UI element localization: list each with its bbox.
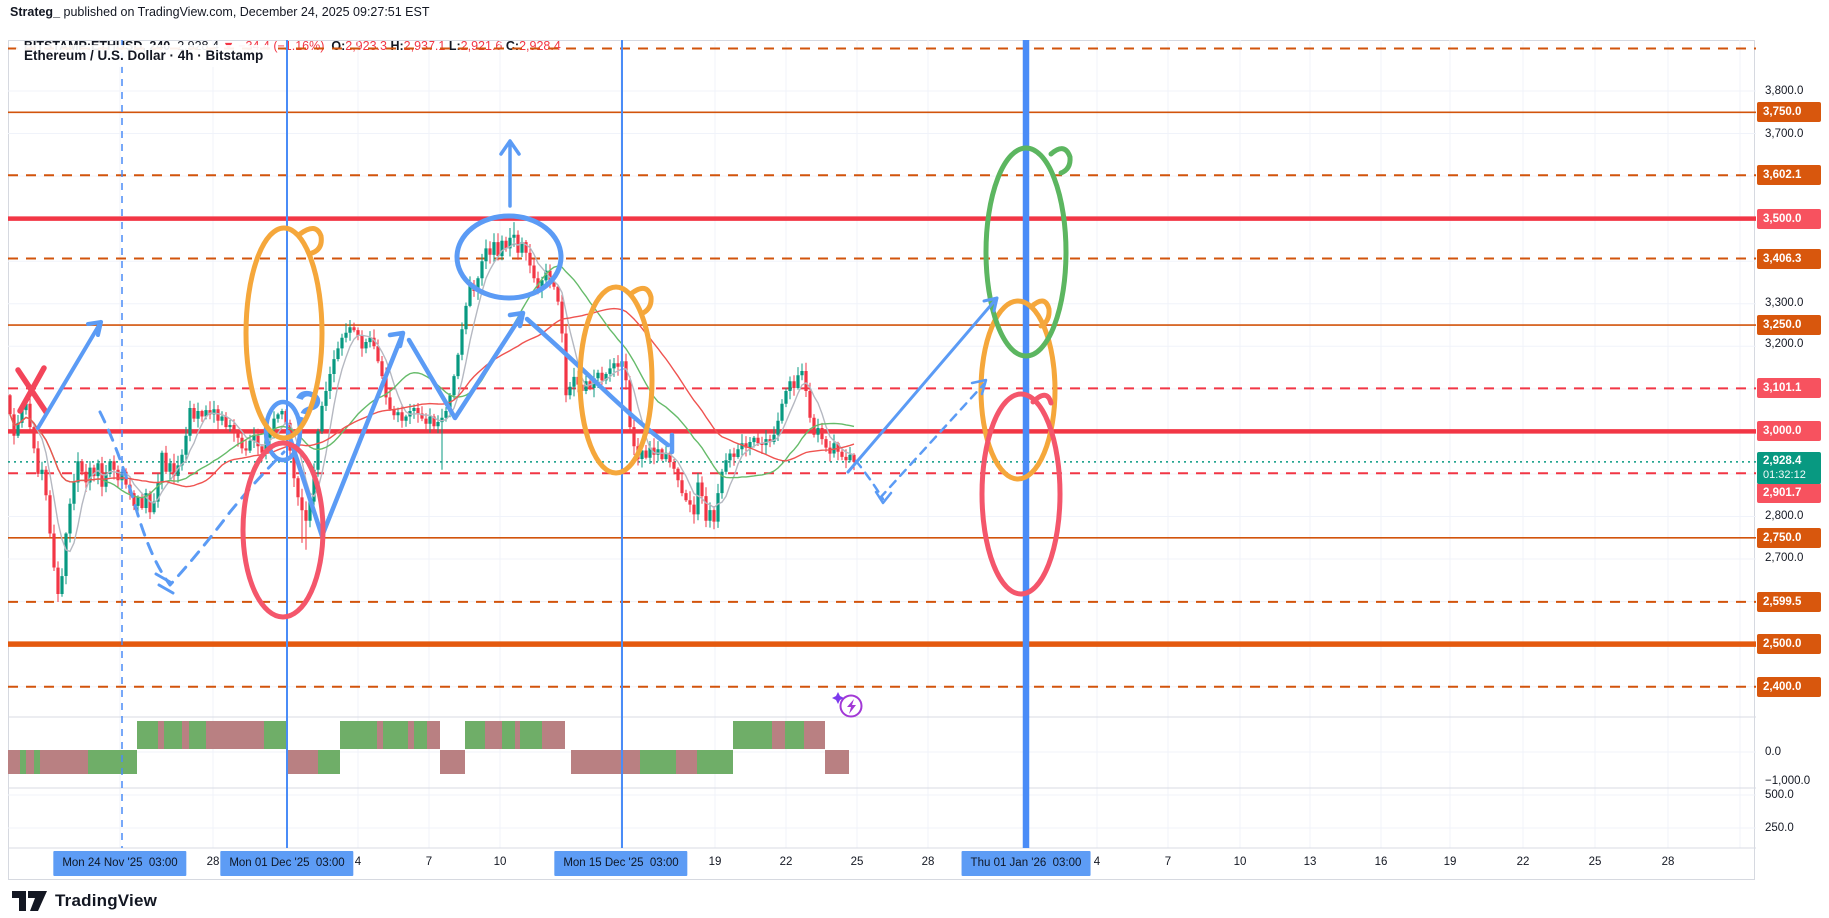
price-level-badge: 2,750.0 (1757, 527, 1821, 548)
price-level-badge: 2,400.0 (1757, 676, 1821, 697)
time-tick-label: 28 (1661, 856, 1675, 868)
hook-green[interactable] (1048, 146, 1073, 176)
low-value: 2,921.6 (460, 39, 503, 53)
price-level-badge: 3,750.0 (1757, 102, 1821, 123)
time-tick-label: 13 (1303, 856, 1317, 868)
ellipse-red-left[interactable] (240, 440, 326, 620)
price-label: 2,700.0 (1765, 552, 1804, 564)
time-tick-label: 28 (921, 856, 935, 868)
vertical-line-date-badge[interactable]: Mon 01 Dec '25 03:00 (220, 851, 354, 876)
price-label: 3,700.0 (1765, 128, 1804, 140)
price-level-badge: 3,101.1 (1757, 378, 1821, 399)
time-tick-label: 7 (1164, 856, 1172, 868)
bar-countdown: 01:32:12 (1763, 468, 1806, 481)
price-level-badge: 3,500.0 (1757, 208, 1821, 229)
ellipse-red-right[interactable] (979, 391, 1063, 597)
time-tick-label: 4 (1093, 856, 1101, 868)
price-level-badge: 3,602.1 (1757, 165, 1821, 186)
time-tick-label: 22 (779, 856, 793, 868)
chart-plot-area[interactable] (8, 40, 1755, 880)
ellipse-green[interactable] (983, 145, 1069, 359)
price-level-badge: 3,406.3 (1757, 248, 1821, 269)
indicator-bands-layer (8, 721, 849, 774)
time-tick-label: 7 (425, 856, 433, 868)
close-value: 2,928.4 (519, 39, 561, 53)
time-tick-label: 16 (1374, 856, 1388, 868)
high-value: 2,937.1 (403, 39, 446, 53)
low-label: L: (448, 39, 461, 53)
price-label: 3,200.0 (1765, 338, 1804, 350)
ma-fast (9, 242, 855, 553)
dashed-arrow-upright[interactable] (878, 382, 986, 500)
ellipse-orange-2[interactable] (577, 284, 655, 476)
arrow-up-right[interactable] (846, 296, 999, 474)
price-label: 250.0 (1765, 822, 1794, 834)
tradingview-logo[interactable]: TradingView (12, 888, 157, 914)
time-tick-label: 28 (206, 856, 220, 868)
price-level-badge: 2,500.0 (1757, 634, 1821, 655)
time-tick-label: 25 (1588, 856, 1602, 868)
ellipse-orange-3[interactable] (978, 298, 1058, 482)
dashed-projection-left[interactable] (98, 410, 286, 587)
vertical-line-date-badge[interactable]: Mon 24 Nov '25 03:00 (53, 851, 187, 876)
hook-orange-2[interactable] (629, 285, 654, 316)
time-tick-label: 4 (354, 856, 362, 868)
hook-orange-1[interactable] (297, 226, 324, 256)
hook-orange-3[interactable] (1028, 298, 1052, 329)
price-label: 3,800.0 (1765, 85, 1804, 97)
tradingview-logo-text: TradingView (55, 891, 158, 910)
publish-info: published on TradingView.com, December 2… (60, 5, 430, 19)
price-label: 500.0 (1765, 789, 1794, 801)
open-label: O: (331, 39, 346, 53)
price-label: 0.0 (1765, 746, 1781, 758)
tradingview-logo-icon (12, 891, 47, 911)
annotations-layer[interactable]: ? (15, 139, 1073, 620)
time-tick-label: 22 (1516, 856, 1530, 868)
price-axis[interactable]: 3,800.0 3,700.0 3,300.0 3,200.0 2,800.0 2,700… (1756, 40, 1829, 881)
boost-icon[interactable] (832, 692, 863, 718)
author-name: Strateg_ (10, 5, 61, 19)
time-tick-label: 25 (850, 856, 864, 868)
open-value: 2,923.3 (345, 39, 387, 53)
close-label: C: (505, 39, 520, 53)
ma-slow (9, 307, 855, 488)
price-level-badge: 3,250.0 (1757, 315, 1821, 336)
time-tick-label: 19 (708, 856, 722, 868)
vertical-line-date-badge[interactable]: Mon 15 Dec '25 03:00 (554, 851, 688, 876)
price-label: 2,800.0 (1765, 510, 1804, 522)
high-label: H: (390, 39, 404, 53)
ellipse-orange-1[interactable] (243, 225, 325, 441)
price-level-badge: 2,901.7 (1757, 483, 1821, 503)
red-x-mark[interactable] (15, 365, 49, 415)
chart-title: Ethereum / U.S. Dollar · 4h · Bitstamp (16, 45, 272, 67)
hook-red-right[interactable] (1030, 392, 1054, 406)
dashed-arrow-down[interactable] (854, 459, 885, 501)
dashed-arrow-upright-head[interactable] (970, 378, 988, 396)
current-price-badge: 2,928.4 01:32:12 (1757, 451, 1821, 484)
vertical-line-date-badge[interactable]: Thu 01 Jan '26 03:00 (961, 851, 1091, 876)
price-level-badge: 2,599.5 (1757, 591, 1821, 612)
price-label: −1,000.0 (1765, 775, 1811, 787)
price-level-badge: 3,000.0 (1757, 421, 1821, 442)
dashed-arrow-down-head[interactable] (874, 490, 893, 505)
ellipse-blue-peak[interactable] (454, 213, 564, 301)
time-tick-label: 10 (1233, 856, 1247, 868)
price-label: 3,300.0 (1765, 297, 1804, 309)
double-tick[interactable] (154, 572, 175, 595)
up-arrow-left[interactable] (36, 320, 103, 430)
level-lines-layer (8, 47, 1756, 688)
time-tick-label: 19 (1443, 856, 1457, 868)
vertical-arrow-up[interactable] (499, 139, 521, 208)
candles-layer (8, 222, 856, 602)
time-tick-label: 10 (493, 856, 507, 868)
